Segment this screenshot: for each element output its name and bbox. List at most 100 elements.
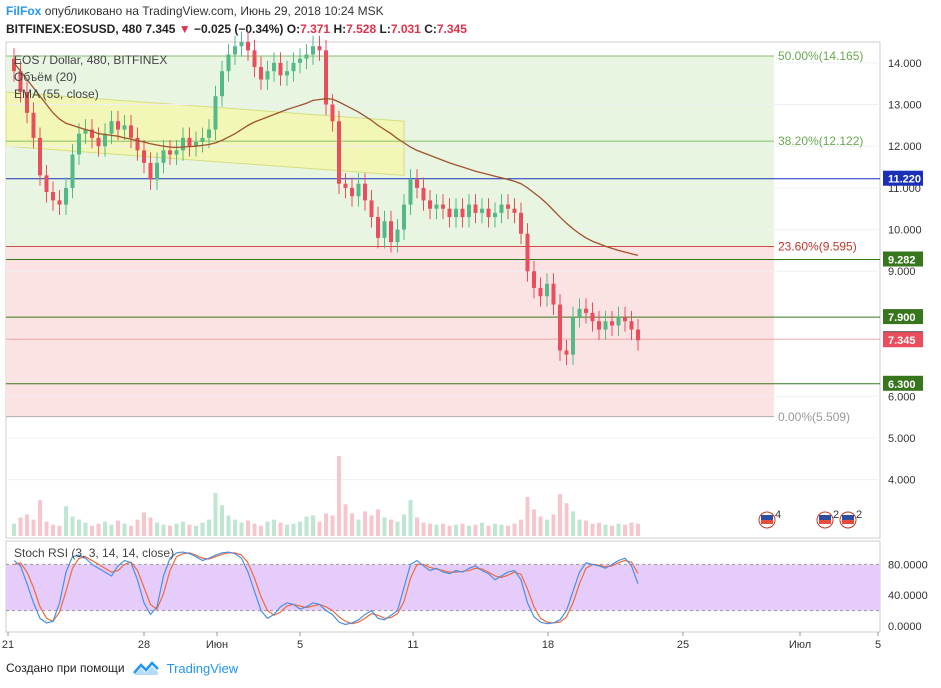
candle-body <box>272 62 276 72</box>
candle-body <box>337 121 341 184</box>
event-count: 2 <box>833 509 839 521</box>
volume-bar <box>265 521 270 536</box>
price-tag <box>883 309 923 325</box>
volume-bar <box>304 516 309 536</box>
candle-body <box>382 221 387 238</box>
candle-body <box>122 125 127 130</box>
volume-bar <box>161 524 166 536</box>
candle-body <box>480 208 484 213</box>
us-flag-icon <box>842 515 854 520</box>
volume-bar <box>532 509 536 536</box>
volume-bar <box>181 521 185 536</box>
footer: Создано при помощи TradingView <box>6 660 238 676</box>
candle-body <box>129 125 133 138</box>
volume-bar <box>213 492 218 536</box>
candle-body <box>77 133 81 155</box>
candle-body <box>473 204 478 213</box>
volume-bar <box>317 521 322 536</box>
candle-body <box>551 283 556 305</box>
volume-bar <box>122 523 127 536</box>
author-name[interactable]: FilFox <box>6 4 42 18</box>
candle-body <box>454 208 458 218</box>
volume-bar <box>376 509 380 536</box>
y-tick-label: 5.000 <box>888 433 916 445</box>
volume-bar <box>155 522 159 536</box>
y-tick-label: 10.000 <box>888 225 922 237</box>
legend-title: EOS / Dollar, 480, BITFINEX <box>14 53 168 67</box>
volume-bar <box>51 524 55 536</box>
volume-bar <box>174 523 179 536</box>
down-arrow-icon: ▼ <box>178 22 191 36</box>
volume-bar <box>610 525 614 536</box>
candle-body <box>317 46 322 51</box>
fib-zone-pink <box>6 246 774 417</box>
candle-body <box>389 221 393 243</box>
volume-bar <box>350 513 354 536</box>
candle-body <box>31 112 36 138</box>
fib-label: 0.00%(5.509) <box>778 410 850 424</box>
candle-body <box>532 271 536 288</box>
candle-body <box>83 129 88 134</box>
price-tag <box>883 251 923 267</box>
candle-body <box>512 208 517 213</box>
candle-body <box>44 175 49 193</box>
stoch-band <box>6 564 880 611</box>
candle-body <box>259 67 263 80</box>
volume-bar <box>584 520 588 536</box>
tradingview-link[interactable]: TradingView <box>166 660 239 676</box>
stoch-tick-label: 40.0000 <box>888 590 928 602</box>
fib-label: 23.60%(9.595) <box>778 239 857 253</box>
volume-bar <box>70 516 75 536</box>
volume-bar <box>83 522 88 536</box>
volume-bar <box>77 519 81 536</box>
price-change: −0.025 (−0.34%) <box>193 22 284 36</box>
candle-body <box>38 137 42 176</box>
price-tag-label: 9.282 <box>888 254 916 266</box>
volume-bar <box>109 524 114 536</box>
volume-bar <box>116 520 120 536</box>
candle-body <box>96 137 101 147</box>
candle-body <box>408 179 413 205</box>
candle-body <box>298 58 302 63</box>
low-label: L: <box>379 22 391 36</box>
volume-bar <box>389 519 393 536</box>
volume-bar <box>324 513 328 536</box>
x-tick-label: 28 <box>138 639 150 651</box>
legend-stoch-rsi: Stoch RSI (3, 3, 14, 14, close) <box>14 546 175 560</box>
y-tick-label: 6.000 <box>888 391 916 403</box>
volume-bar <box>337 456 341 536</box>
trend-channel <box>5 91 405 176</box>
candle-body <box>603 321 608 330</box>
candle-body <box>12 58 16 72</box>
candle-body <box>376 217 380 238</box>
candle-body <box>25 92 29 113</box>
candle-body <box>135 137 140 151</box>
volume-bar <box>25 514 29 536</box>
candle-body <box>623 317 627 322</box>
volume-bar <box>272 519 276 536</box>
volume-bar <box>473 524 478 536</box>
x-tick-label: 21 <box>2 639 14 651</box>
candle-body <box>506 204 510 209</box>
volume-bar <box>142 512 146 536</box>
candle-body <box>343 183 348 188</box>
volume-bar <box>408 500 413 536</box>
candle-body <box>213 96 218 130</box>
candle-body <box>103 133 107 147</box>
candle-body <box>447 208 452 218</box>
volume-bar <box>571 511 575 536</box>
ema-line <box>13 62 639 257</box>
volume-bar <box>545 519 549 536</box>
candle-body <box>291 62 296 72</box>
candle-body <box>428 200 432 209</box>
created-with-text: Создано при помощи <box>6 661 125 675</box>
volume-bar <box>421 522 426 536</box>
open-value: 7.371 <box>300 22 331 36</box>
candle-body <box>486 208 491 218</box>
candle-body <box>90 129 94 138</box>
last-price: 7.345 <box>145 22 176 36</box>
candle-body <box>369 200 374 218</box>
volume-bar <box>395 521 400 536</box>
volume-bar <box>311 515 315 536</box>
